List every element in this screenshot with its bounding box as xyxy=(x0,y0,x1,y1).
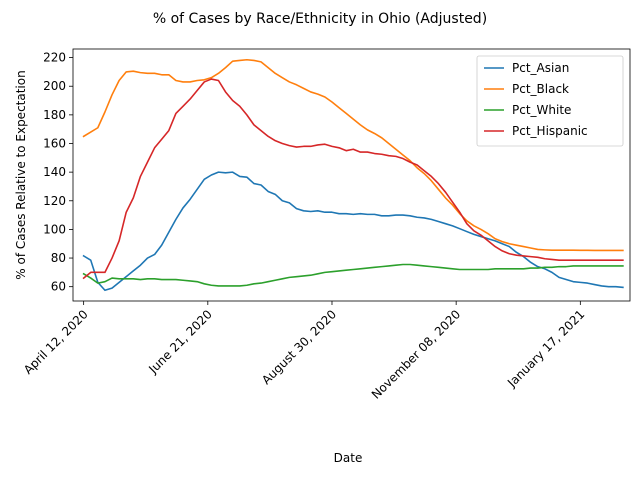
legend: Pct_Asian Pct_Black Pct_White Pct_Hispanic xyxy=(476,55,624,147)
series-line-2 xyxy=(82,263,624,287)
y-axis: 60 80 100 120 140 160 180 200 220 xyxy=(43,51,73,294)
series-line-3 xyxy=(82,78,624,280)
x-tick-label-0: April 12, 2020 xyxy=(21,307,91,377)
series-line-1 xyxy=(82,58,624,252)
plot-area-frame xyxy=(72,48,631,302)
plot-lines xyxy=(82,58,624,292)
y-tick-label-2: 100 xyxy=(43,222,66,236)
y-tick-label-5: 160 xyxy=(43,137,66,151)
x-axis-label: Date xyxy=(334,451,363,465)
series-line-0 xyxy=(82,171,624,292)
legend-label-0: Pct_Asian xyxy=(512,61,569,75)
y-tick-label-8: 220 xyxy=(43,51,66,65)
legend-box xyxy=(476,55,624,147)
y-tick-label-7: 200 xyxy=(43,79,66,93)
chart-title: % of Cases by Race/Ethnicity in Ohio (Ad… xyxy=(153,11,487,27)
y-tick-label-3: 120 xyxy=(43,194,66,208)
y-tick-label-0: 60 xyxy=(51,280,66,294)
legend-label-1: Pct_Black xyxy=(512,82,569,96)
x-tick-label-1: June 21, 2020 xyxy=(145,307,215,377)
y-axis-label: % of Cases Relative to Expectation xyxy=(14,70,28,279)
y-tick-label-4: 140 xyxy=(43,165,66,179)
x-tick-label-2: August 30, 2020 xyxy=(259,307,339,387)
y-tick-label-6: 180 xyxy=(43,108,66,122)
x-tick-label-4: January 17, 2021 xyxy=(504,307,587,390)
legend-label-2: Pct_White xyxy=(512,103,571,117)
x-tick-label-3: November 08, 2020 xyxy=(369,307,464,402)
y-tick-label-1: 80 xyxy=(51,251,66,265)
legend-label-3: Pct_Hispanic xyxy=(512,124,588,138)
x-axis: April 12, 2020 June 21, 2020 August 30, 20… xyxy=(21,301,587,402)
